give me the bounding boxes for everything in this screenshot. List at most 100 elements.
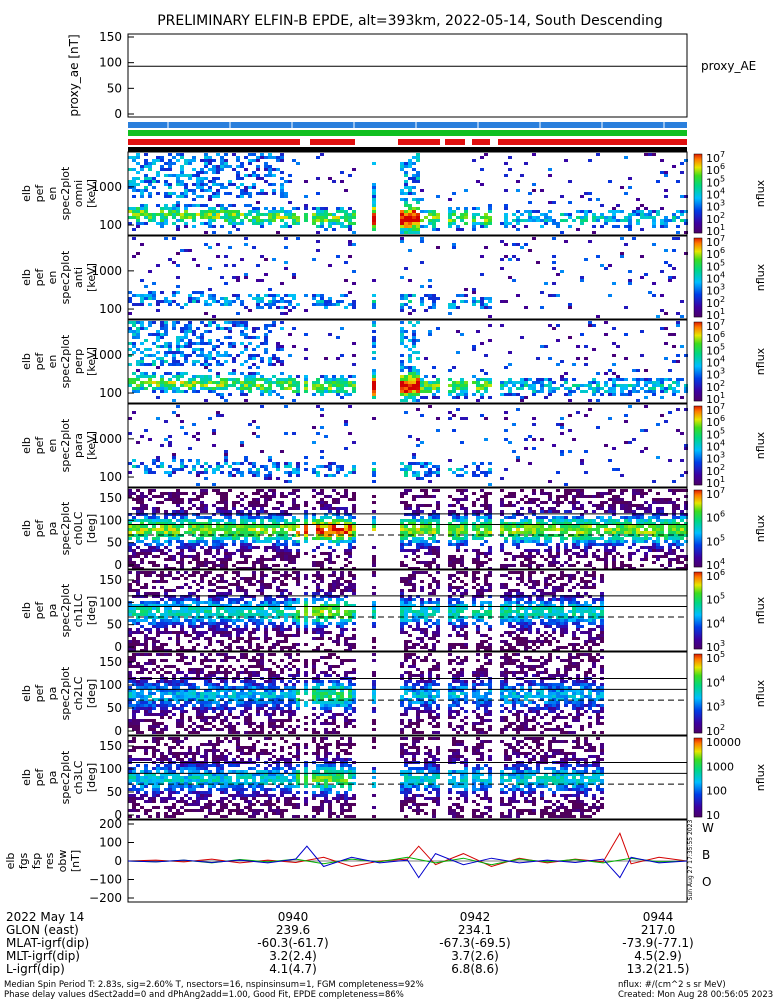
spec-cell [172, 390, 176, 393]
spec-cell [144, 549, 148, 552]
spec-cell [184, 546, 188, 549]
spec-cell [612, 558, 616, 561]
spec-cell [532, 447, 536, 450]
spec-cell [420, 504, 424, 507]
spec-cell [456, 330, 460, 333]
spec-cell [280, 306, 284, 309]
colorbar-cell [694, 266, 702, 268]
spec-cell [624, 387, 628, 390]
spec-cell [164, 528, 168, 531]
spec-cell [340, 495, 344, 498]
spec-cell [184, 324, 188, 327]
spec-cell [560, 231, 564, 234]
colorbar-cell [694, 468, 702, 470]
spec-cell [596, 384, 600, 387]
spec-cell [640, 558, 644, 561]
spec-cell [156, 540, 160, 543]
spec-cell [592, 348, 596, 351]
spec-cell [508, 222, 512, 225]
spec-cell [556, 471, 560, 474]
spec-ytick: 100 [99, 302, 122, 316]
spec-cell [556, 522, 560, 525]
spec-cell [216, 351, 220, 354]
spec-cell [176, 387, 180, 390]
spec-cell [436, 246, 440, 249]
spec-cell [220, 384, 224, 387]
spec-cell [340, 378, 344, 381]
colorbar-cell [694, 451, 702, 453]
spec-cell [612, 537, 616, 540]
spec-cell [312, 258, 316, 261]
spec-cell [224, 162, 228, 165]
spec-cell [460, 228, 464, 231]
spec-cell [560, 426, 564, 429]
spec-cell [128, 186, 132, 189]
spec-cell [236, 534, 240, 537]
spec-cell [528, 561, 532, 564]
spec-cell [328, 474, 332, 477]
spec-cell [564, 528, 568, 531]
spec-cell [420, 303, 424, 306]
spec-cell [352, 375, 356, 378]
spec-cell [456, 489, 460, 492]
spec-cell [456, 216, 460, 219]
spec-cell [328, 390, 332, 393]
spec-cell [564, 492, 568, 495]
spec-cell [208, 225, 212, 228]
spec-cell [244, 189, 248, 192]
spec-cell [420, 525, 424, 528]
spec-cell [184, 354, 188, 357]
spec-cell [648, 525, 652, 528]
spec-cell [276, 345, 280, 348]
colorbar-cell [694, 171, 702, 173]
spec-cell [156, 396, 160, 399]
spec-cell [252, 507, 256, 510]
spec-cell [568, 558, 572, 561]
spec-cell [420, 219, 424, 222]
spec-cell [256, 372, 260, 375]
spec-cell [144, 537, 148, 540]
colorbar-cell [694, 411, 702, 413]
spec-cell [620, 537, 624, 540]
spec-cell [640, 516, 644, 519]
spec-cell [196, 462, 200, 465]
spec-cell [400, 327, 404, 330]
spec-cell [168, 381, 172, 384]
spec-cell [216, 549, 220, 552]
colorbar-cell [694, 191, 702, 193]
spec-cell [272, 219, 276, 222]
spec-cell [284, 312, 288, 315]
colorbar-cell [694, 416, 702, 418]
spec-cell [540, 306, 544, 309]
spec-cell [372, 468, 376, 471]
spec-cell [204, 528, 208, 531]
spec-cell [248, 534, 252, 537]
colorbar-cell [694, 332, 702, 334]
spec-cell [160, 444, 164, 447]
spec-cell [508, 381, 512, 384]
spec-cell [408, 366, 412, 369]
spec-cell [604, 267, 608, 270]
colorbar-cell [694, 348, 702, 350]
spec-cell [656, 510, 660, 513]
spec-cell [244, 531, 248, 534]
colorbar-cell [694, 432, 702, 434]
spec-cell [320, 492, 324, 495]
spec-cell [672, 276, 676, 279]
spec-cell [452, 555, 456, 558]
spec-cell [244, 387, 248, 390]
colorbar-cell [694, 474, 702, 476]
spec-cell [564, 387, 568, 390]
spec-cell [180, 213, 184, 216]
spec-cell [436, 507, 440, 510]
spec-cell [640, 546, 644, 549]
spec-cell [424, 519, 428, 522]
spec-cell [372, 378, 376, 381]
spec-cell [624, 528, 628, 531]
spec-cell [644, 537, 648, 540]
spec-cell [612, 510, 616, 513]
spec-cell [416, 543, 420, 546]
spec-cell [140, 210, 144, 213]
spec-cell [312, 495, 316, 498]
spec-cell [272, 363, 276, 366]
